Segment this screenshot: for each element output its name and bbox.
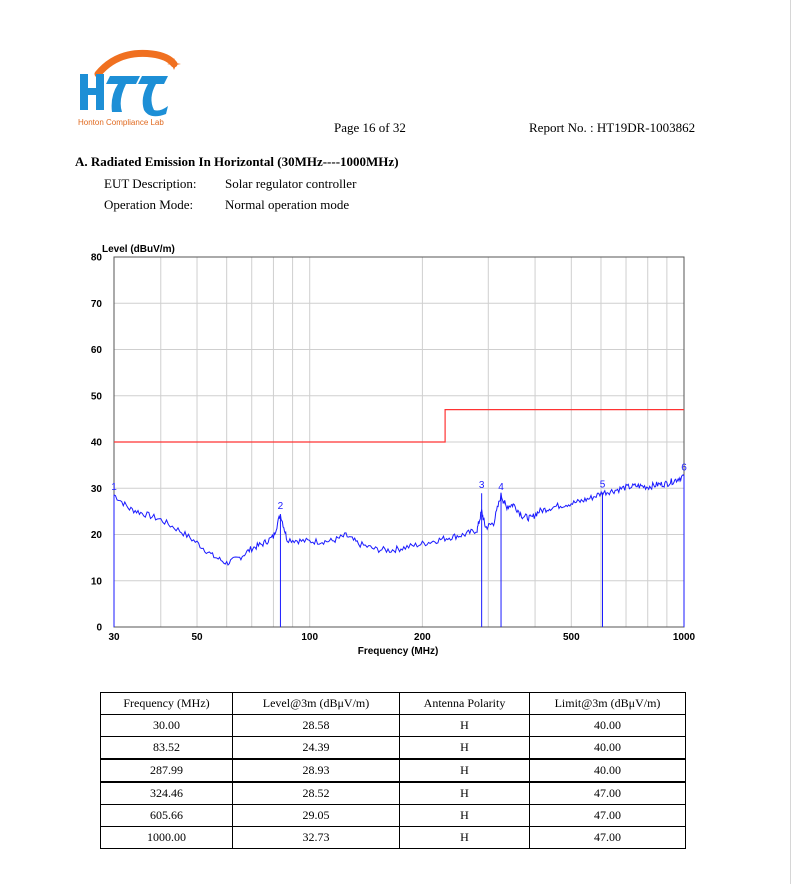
marker-label: 1 xyxy=(111,482,117,493)
marker-label: 4 xyxy=(498,482,504,493)
header-level: Level@3m (dBμV/m) xyxy=(232,692,400,715)
cell-frequency: 1000.00 xyxy=(100,826,233,849)
cell-frequency: 324.46 xyxy=(100,781,233,805)
x-tick-label: 1000 xyxy=(673,632,696,643)
eut-description-row: EUT Description: Solar regulator controll… xyxy=(104,176,356,192)
y-tick-label: 50 xyxy=(91,391,103,402)
cell-polarity: H xyxy=(399,736,530,760)
cell-frequency: 83.52 xyxy=(100,736,233,760)
cell-limit: 40.00 xyxy=(529,714,686,737)
y-tick-label: 40 xyxy=(91,438,103,449)
x-tick-label: 100 xyxy=(301,632,318,643)
marker-labels: 1 2 3 4 5 6 xyxy=(111,463,687,513)
section-title: A. Radiated Emission In Horizontal (30MH… xyxy=(75,154,399,169)
report-number: Report No. : HT19DR-1003862 xyxy=(529,120,696,135)
header-frequency: Frequency (MHz) xyxy=(100,692,233,715)
cell-level: 28.93 xyxy=(232,758,400,783)
cell-limit: 47.00 xyxy=(529,781,686,805)
marker-label: 5 xyxy=(600,480,606,491)
y-tick-label: 60 xyxy=(91,345,103,356)
cell-limit: 40.00 xyxy=(529,736,686,760)
table-row: 324.46 28.52 H 47.00 xyxy=(100,781,686,805)
cell-polarity: H xyxy=(399,714,530,737)
operation-mode-row: Operation Mode: Normal operation mode xyxy=(104,197,349,213)
cell-level: 28.52 xyxy=(232,781,400,805)
cell-polarity: H xyxy=(399,804,530,827)
table-row: 1000.00 32.73 H 47.00 xyxy=(100,826,686,849)
page-number: Page 16 of 32 xyxy=(334,120,406,135)
x-axis-label: Frequency (MHz) xyxy=(358,646,439,657)
cell-limit: 47.00 xyxy=(529,826,686,849)
y-tick-label: 20 xyxy=(91,530,103,541)
marker-label: 2 xyxy=(278,501,284,512)
cell-frequency: 287.99 xyxy=(100,758,233,783)
emission-chart: 0 10 20 30 40 50 60 70 80 30 50 100 200 500 1000 1 2 3 4… xyxy=(91,244,696,657)
y-tick-label: 10 xyxy=(91,576,103,587)
y-tick-label: 80 xyxy=(91,253,103,264)
table-row: 30.00 28.58 H 40.00 xyxy=(100,714,686,737)
marker-label: 3 xyxy=(479,480,485,491)
x-tick-label: 50 xyxy=(191,632,203,643)
x-tick-label: 200 xyxy=(414,632,431,643)
mode-value: Normal operation mode xyxy=(225,197,350,212)
y-tick-label: 30 xyxy=(91,484,103,495)
emission-trace xyxy=(113,474,685,566)
marker-label: 6 xyxy=(681,463,687,474)
cell-level: 32.73 xyxy=(232,826,400,849)
cell-frequency: 605.66 xyxy=(100,804,233,827)
y-tick-label: 70 xyxy=(91,299,103,310)
cell-polarity: H xyxy=(399,781,530,805)
cell-level: 28.58 xyxy=(232,714,400,737)
table-row: 83.52 24.39 H 40.00 xyxy=(100,736,686,760)
eut-label: EUT Description: xyxy=(104,176,197,191)
cell-frequency: 30.00 xyxy=(100,714,233,737)
y-tick-labels: 0 10 20 30 40 50 60 70 80 xyxy=(91,253,103,634)
results-table: Frequency (MHz) Level@3m (dBμV/m) Antenn… xyxy=(100,692,686,849)
company-logo xyxy=(80,49,181,117)
header-limit: Limit@3m (dBμV/m) xyxy=(529,692,686,715)
limit-line xyxy=(114,409,684,443)
logo-text: Honton Compliance Lab xyxy=(78,118,164,127)
eut-value: Solar regulator controller xyxy=(225,176,357,191)
cell-level: 24.39 xyxy=(232,736,400,760)
table-row: 605.66 29.05 H 47.00 xyxy=(100,804,686,827)
cell-limit: 40.00 xyxy=(529,758,686,783)
x-tick-labels: 30 50 100 200 500 1000 xyxy=(108,632,695,643)
cell-level: 29.05 xyxy=(232,804,400,827)
x-tick-label: 500 xyxy=(563,632,580,643)
y-tick-label: 0 xyxy=(96,623,102,634)
cell-polarity: H xyxy=(399,758,530,783)
cell-polarity: H xyxy=(399,826,530,849)
marker-lines xyxy=(113,475,685,627)
y-axis-label: Level (dBuV/m) xyxy=(102,244,175,255)
header-polarity: Antenna Polarity xyxy=(399,692,530,715)
mode-label: Operation Mode: xyxy=(104,197,194,212)
table-row: 287.99 28.93 H 40.00 xyxy=(100,758,686,783)
table-header-row: Frequency (MHz) Level@3m (dBμV/m) Antenn… xyxy=(100,692,686,715)
x-tick-label: 30 xyxy=(108,632,120,643)
cell-limit: 47.00 xyxy=(529,804,686,827)
